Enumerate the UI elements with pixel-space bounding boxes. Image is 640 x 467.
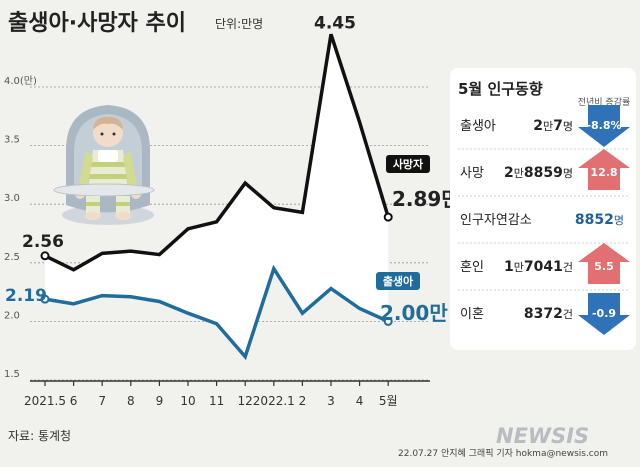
row-change: 12.8 [590, 166, 617, 179]
death-point [40, 251, 50, 261]
x-tick-label: 2021.5 [24, 394, 66, 408]
birth-series-badge [376, 272, 420, 290]
row-value-part: 7041 [524, 259, 563, 275]
y-tick-label: 3.5 [4, 135, 20, 146]
x-tick-label: 6 [70, 394, 78, 408]
x-tick-label: 5월 [379, 394, 398, 408]
source-note: 자료: 통계청 [8, 429, 71, 443]
y-tick-label: 2.0 [4, 310, 20, 321]
y-tick-label: 1.5 [4, 369, 20, 380]
birth-point [40, 294, 50, 304]
row-value-part: 건 [563, 308, 573, 321]
row-value-part: 명 [614, 214, 624, 227]
y-tick-label: 3.0 [4, 193, 20, 204]
birth-point [383, 316, 393, 326]
y-tick-label: 4.0(만) [4, 75, 37, 87]
death-series-line [44, 33, 390, 272]
row-value: 2만8859명 [504, 165, 573, 181]
up-arrow-icon [578, 243, 630, 284]
panel-row: 출생아 2만7명 -8.8% [460, 105, 630, 147]
row-change: 5.5 [594, 260, 614, 273]
death-peak-label: 4.45 [314, 13, 356, 33]
death-series-badge [386, 155, 430, 173]
row-label: 출생아 [460, 119, 496, 134]
row-value-part: 만 [514, 261, 524, 274]
up-arrow-icon [578, 149, 630, 190]
row-label: 사망 [460, 166, 484, 181]
death-start-label: 2.56 [22, 232, 64, 252]
death-point [383, 212, 393, 222]
x-tick-label: 2022.1 [253, 394, 295, 408]
newsis-logo: NEWSIS [496, 424, 589, 448]
row-value-part: 8372 [524, 306, 563, 322]
x-tick-label: 9 [156, 394, 164, 408]
credit-line: 22.07.27 안지혜 그래픽 기자 hokma@newsis.com [398, 447, 608, 459]
panel-row: 사망 2만8859명 12.8 [458, 148, 630, 190]
row-value: 2만7명 [533, 118, 573, 134]
row-change: -8.8% [586, 119, 621, 132]
row-value: 1만7041건 [504, 259, 573, 275]
x-tick-label: 11 [209, 394, 224, 408]
x-tick-label: 4 [356, 394, 364, 408]
row-value-part: 명 [563, 120, 573, 133]
area-fill [45, 34, 389, 357]
death-end-label: 2.89만 [392, 187, 460, 211]
row-label: 인구자연감소 [460, 213, 532, 228]
x-tick-label: 12 [238, 394, 253, 408]
row-value: 8372건 [524, 306, 573, 322]
baby-in-car-seat-illustration [53, 105, 155, 225]
panel-row: 인구자연감소 8852명 [458, 195, 630, 228]
row-value-part: 8859 [524, 165, 563, 181]
x-tick-label: 8 [127, 394, 135, 408]
down-arrow-icon [578, 293, 630, 335]
row-value-part: 2 [533, 118, 543, 134]
area-between-series [45, 34, 389, 357]
population-trend-panel: 5월 인구동향 전년비 증감률 출생아 2만7명 -8.8%사망 2만8859명 12.… [450, 68, 636, 350]
series-lines [40, 33, 393, 361]
panel-title: 5월 인구동향 [458, 80, 543, 98]
row-value-part: 만 [514, 167, 524, 180]
birth-end-label: 2.00만 [380, 301, 448, 325]
death-series-name: 사망자 [393, 157, 424, 171]
y-tick-label: 2.5 [4, 252, 20, 263]
chart-title: 출생아·사망자 추이 [8, 11, 186, 36]
row-change: -0.9 [592, 307, 616, 320]
row-value-part: 2 [504, 165, 514, 181]
row-value-part: 8852 [575, 212, 614, 228]
panel-row: 이혼 8372건 -0.9 [458, 289, 630, 335]
row-value: 8852명 [575, 212, 624, 228]
x-tick-label: 2 [299, 394, 307, 408]
x-axis: 2021.5 6 7 8 9 10 11 12 2022.1 2 3 4 5월 [24, 380, 430, 408]
birth-series-line [44, 264, 389, 361]
row-label: 혼인 [460, 260, 484, 275]
down-arrow-icon [578, 105, 630, 147]
row-value-part: 명 [563, 167, 573, 180]
unit-label: 단위:만명 [215, 17, 263, 31]
birth-start-label: 2.19 [5, 286, 47, 306]
row-value-part: 1 [504, 259, 514, 275]
x-tick-label: 7 [98, 394, 106, 408]
row-value-part: 건 [563, 261, 573, 274]
row-value-part: 7 [553, 118, 563, 134]
panel-row: 혼인 1만7041건 5.5 [458, 242, 630, 284]
x-tick-label: 10 [180, 394, 195, 408]
birth-series-name: 출생아 [383, 274, 414, 288]
x-tick-label: 3 [327, 394, 335, 408]
row-value-part: 만 [543, 120, 553, 133]
row-label: 이혼 [460, 307, 484, 322]
